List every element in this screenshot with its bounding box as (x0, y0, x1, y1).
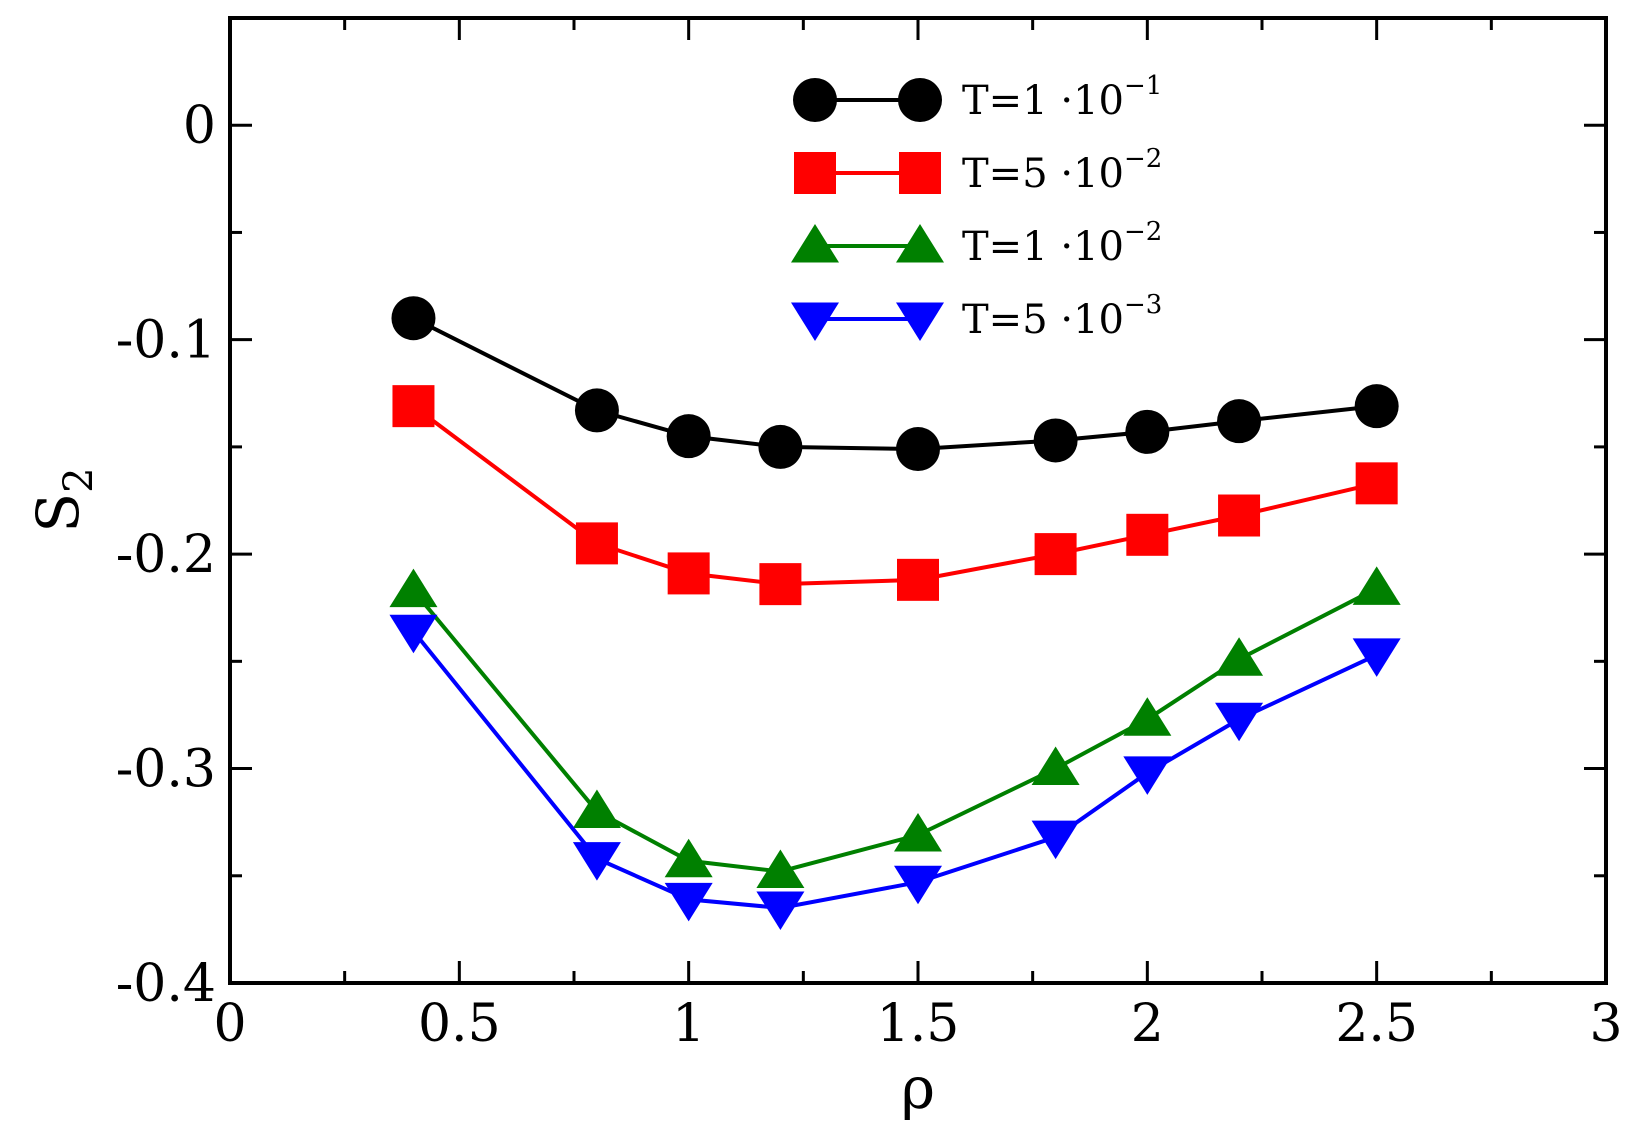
y-tick-label: -0.4 (116, 954, 216, 1014)
y-tick-label: -0.1 (116, 311, 216, 371)
legend-entry: T=5 ·10−3 (791, 290, 1162, 343)
legend-marker (791, 224, 839, 263)
legend-marker (898, 78, 942, 122)
legend-label: T=5 ·10−3 (962, 290, 1162, 343)
y-tick-label: -0.2 (116, 525, 216, 585)
legend-entry: T=1 ·10−2 (791, 217, 1162, 270)
data-point (1352, 638, 1401, 677)
y-axis-label: S (24, 493, 92, 533)
data-point (897, 558, 939, 601)
legend-exponent: −2 (1124, 144, 1162, 174)
data-point (1033, 418, 1078, 463)
data-point (894, 813, 942, 852)
data-point (1215, 702, 1264, 742)
legend-exponent: −1 (1124, 71, 1162, 101)
data-point (664, 838, 713, 878)
data-point (756, 891, 805, 930)
legend-label: T=1 ·10−1 (962, 71, 1162, 124)
data-point (1218, 494, 1261, 537)
tick-labels: 0 0.5 1 1.5 2 2.5 3 -0.4 -0.3 -0.2 -0.1 0 (116, 96, 1623, 1054)
data-point (666, 414, 711, 459)
legend-marker (793, 78, 837, 122)
y-axis-label-subscript: 2 (56, 467, 102, 492)
data-point (667, 552, 710, 595)
y-tick-label: -0.3 (116, 740, 216, 800)
legend-entry: T=1 ·10−1 (793, 71, 1162, 124)
series-4 (389, 614, 1401, 930)
data-point (391, 296, 436, 341)
data-point (1126, 513, 1169, 556)
axis-ticks (228, 16, 1608, 985)
data-point (1031, 820, 1080, 860)
svg-text:S2: S2 (24, 467, 102, 532)
data-point (896, 427, 940, 472)
data-point (894, 865, 942, 905)
legend-entry: T=5 ·10−2 (794, 144, 1162, 197)
x-tick-label: 0.5 (418, 994, 501, 1054)
legend-label: T=1 ·10−2 (962, 217, 1162, 270)
legend-marker (896, 224, 944, 263)
data-point (392, 385, 435, 428)
data-point (572, 842, 621, 881)
x-tick-label: 2.5 (1335, 994, 1418, 1054)
data-series (389, 296, 1401, 930)
data-point (1217, 399, 1262, 444)
data-point (1031, 746, 1080, 786)
series-2 (392, 385, 1398, 606)
data-point (758, 424, 803, 469)
data-point (1125, 409, 1170, 454)
series-3 (389, 566, 1401, 888)
legend-marker (896, 302, 944, 341)
legend-exponent: −2 (1124, 217, 1162, 247)
data-point (664, 882, 713, 922)
legend-marker (794, 152, 836, 194)
x-tick-label: 1.5 (877, 994, 960, 1054)
x-axis-label: ρ (901, 1054, 935, 1122)
data-point (389, 568, 438, 608)
legend-marker (899, 152, 941, 194)
data-point (1355, 462, 1398, 505)
x-tick-label: 3 (1589, 994, 1622, 1054)
data-point (574, 388, 619, 433)
data-point (389, 614, 438, 654)
data-point (756, 849, 805, 888)
data-point (759, 563, 802, 606)
data-point (575, 522, 618, 565)
data-point (572, 789, 621, 828)
data-point (1215, 637, 1264, 676)
legend-label: T=5 ·10−2 (962, 144, 1162, 197)
series-1 (391, 296, 1399, 472)
data-point (1352, 566, 1401, 605)
data-point (1354, 384, 1399, 429)
data-point (1123, 697, 1172, 736)
x-tick-label: 0 (213, 994, 246, 1054)
legend: T=1 ·10−1 T=5 ·10−2 T=1 ·10−2 T=5 ·10−3 (791, 71, 1162, 343)
y-axis-label-group: S2 (24, 467, 102, 532)
data-point (1034, 533, 1077, 576)
legend-marker (791, 302, 839, 341)
data-point (1123, 756, 1172, 795)
y-tick-label: 0 (183, 96, 216, 156)
legend-exponent: −3 (1124, 290, 1162, 320)
x-tick-label: 2 (1131, 994, 1164, 1054)
x-tick-label: 1 (672, 994, 705, 1054)
